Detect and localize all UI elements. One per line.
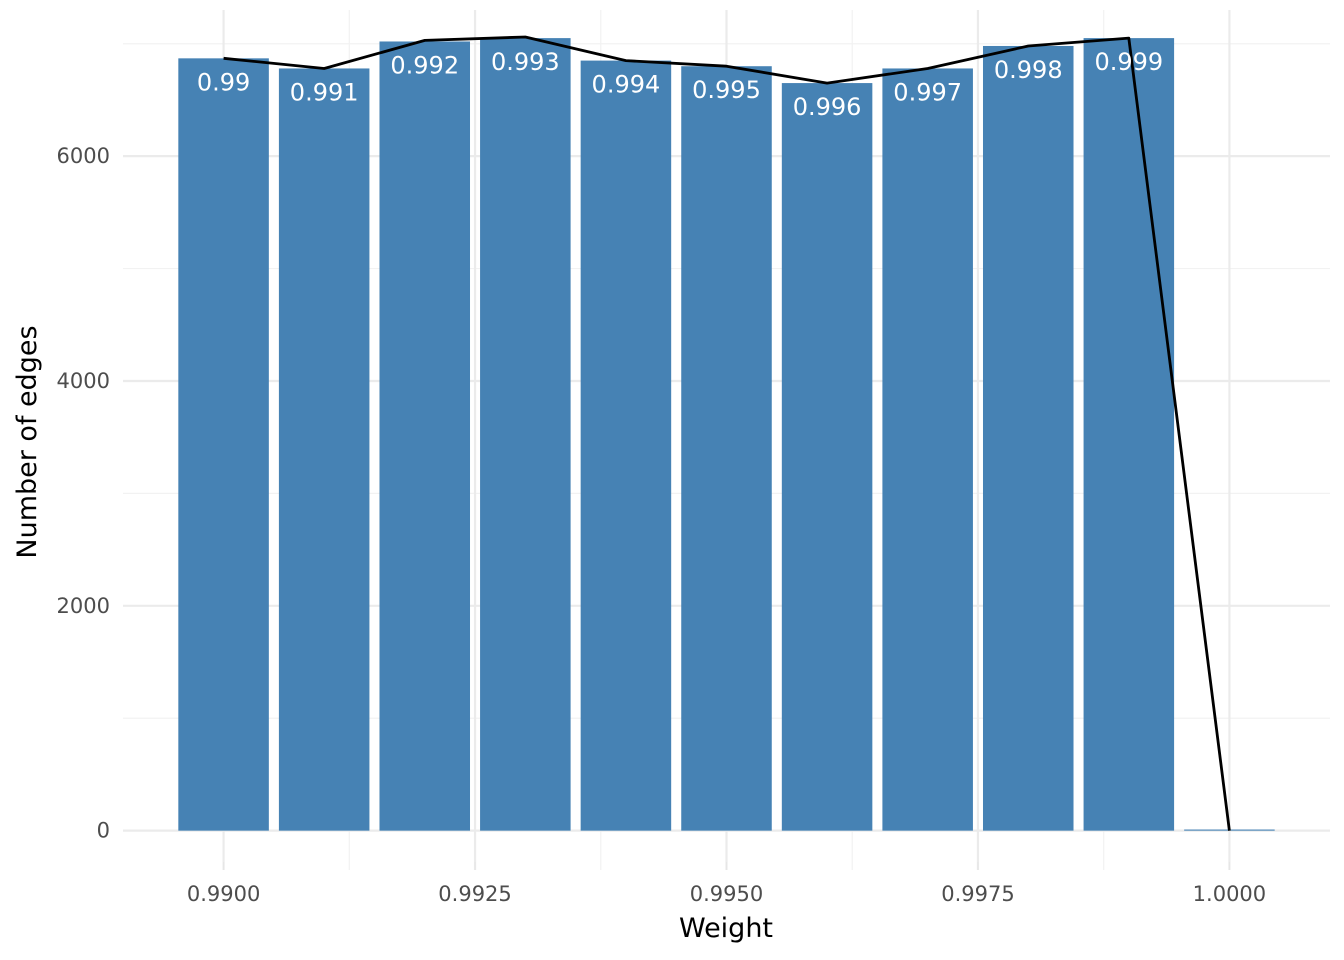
x-tick-label: 0.9925 [438, 882, 511, 906]
x-tick-label: 0.9900 [187, 882, 260, 906]
trend-line [223, 35, 1231, 831]
y-tick-label: 2000 [57, 594, 110, 618]
x-tick-label: 0.9950 [690, 882, 763, 906]
bar-labels: 0.99 0.991 0.992 0.993 0.994 0.995 0.996 0.997 0… [197, 48, 1163, 121]
x-tick-label: 1.0000 [1193, 882, 1266, 906]
bars [178, 38, 1275, 831]
bar [1083, 38, 1175, 831]
bar [178, 58, 269, 831]
line-series [223, 35, 1231, 831]
bar [781, 83, 873, 831]
bar-label: 0.994 [592, 71, 661, 99]
bar-label: 0.992 [390, 51, 459, 79]
y-tick-label: 0 [97, 819, 110, 843]
bar-label: 0.998 [994, 56, 1063, 84]
x-tick-label: 0.9975 [941, 882, 1014, 906]
bar-label: 0.999 [1094, 48, 1163, 76]
y-tick-label: 6000 [57, 144, 110, 168]
bar-label: 0.993 [491, 48, 560, 76]
bar [982, 45, 1074, 831]
y-tick-label: 4000 [57, 369, 110, 393]
x-axis-title: Weight [679, 913, 773, 944]
bar [480, 38, 571, 831]
bar-label: 0.997 [893, 78, 962, 106]
bar [278, 68, 370, 831]
bar [580, 60, 672, 831]
bar [681, 66, 772, 831]
bar-label: 0.99 [197, 68, 250, 96]
bar-label: 0.991 [290, 78, 359, 106]
bar-label: 0.995 [692, 76, 761, 104]
bar [882, 68, 973, 831]
y-axis-title: Number of edges [12, 325, 43, 558]
bar-label: 0.996 [793, 93, 862, 121]
bar [379, 41, 471, 831]
axes: 0.9900 0.9925 0.9950 0.9975 1.0000 0 2000 4000 6… [57, 144, 1267, 906]
